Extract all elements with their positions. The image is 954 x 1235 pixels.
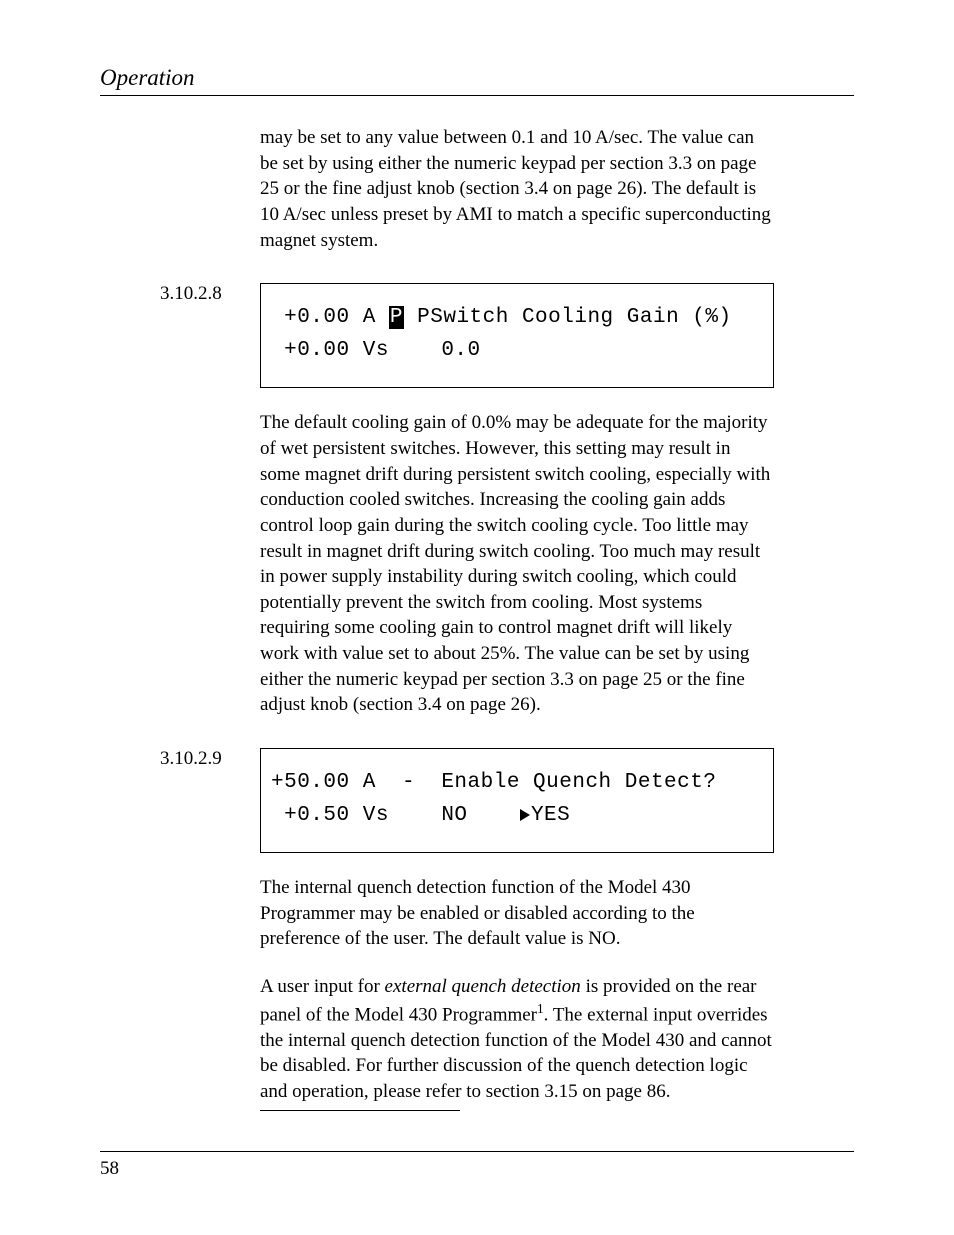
emphasis-external-quench: external quench detection bbox=[385, 976, 581, 997]
cooling-gain-paragraph: The default cooling gain of 0.0% may be … bbox=[260, 410, 774, 718]
page-number: 58 bbox=[100, 1158, 854, 1180]
footnote-ref: 1 bbox=[537, 1001, 544, 1016]
lcd-line2-left: +0.50 Vs NO bbox=[271, 804, 520, 827]
lcd-line1: +50.00 A - Enable Quench Detect? bbox=[271, 771, 716, 794]
page-footer: 58 bbox=[100, 1110, 854, 1180]
intro-paragraph: may be set to any value between 0.1 and … bbox=[260, 125, 774, 253]
subsection-number: 3.10.2.9 bbox=[160, 748, 222, 770]
selection-triangle-icon bbox=[520, 809, 530, 821]
quench-para-2: A user input for external quench detecti… bbox=[260, 974, 774, 1105]
lcd-line2-yes: YES bbox=[531, 804, 570, 827]
lcd-line2: +0.00 Vs 0.0 bbox=[271, 339, 481, 362]
subsection-quench-detect: 3.10.2.9 +50.00 A - Enable Quench Detect… bbox=[260, 748, 774, 853]
subsection-cooling-gain: 3.10.2.8 +0.00 A P PSwitch Cooling Gain … bbox=[260, 283, 774, 388]
subsection-number: 3.10.2.8 bbox=[160, 283, 222, 305]
lcd-display-cooling-gain: +0.00 A P PSwitch Cooling Gain (%) +0.00… bbox=[260, 283, 774, 388]
quench-para-1: The internal quench detection function o… bbox=[260, 875, 774, 952]
lcd-p-badge: P bbox=[389, 306, 404, 329]
lcd-line1-left: +0.00 A bbox=[271, 306, 389, 329]
lcd-line1-right: PSwitch Cooling Gain (%) bbox=[404, 306, 732, 329]
page-header: Operation bbox=[100, 65, 854, 96]
footer-rule bbox=[100, 1151, 854, 1152]
page-body: may be set to any value between 0.1 and … bbox=[260, 125, 774, 1127]
lcd-display-quench-detect: +50.00 A - Enable Quench Detect? +0.50 V… bbox=[260, 748, 774, 853]
header-rule bbox=[100, 95, 854, 96]
header-section-label: Operation bbox=[100, 65, 854, 91]
footnote-separator bbox=[260, 1110, 460, 1111]
